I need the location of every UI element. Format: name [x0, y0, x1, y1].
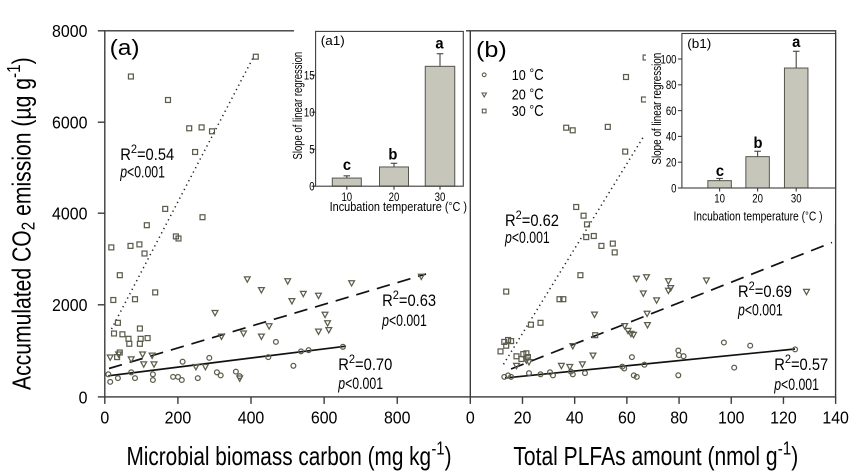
svg-text:p<0.001: p<0.001 — [381, 312, 427, 330]
svg-text:40: 40 — [566, 408, 584, 428]
svg-text:6000: 6000 — [52, 113, 87, 133]
svg-text:Slope of linear regression: Slope of linear regression — [651, 53, 665, 165]
svg-text:10: 10 — [714, 193, 725, 206]
svg-text:80: 80 — [670, 408, 688, 428]
svg-text:20: 20 — [666, 157, 677, 170]
svg-text:20: 20 — [514, 408, 532, 428]
svg-text:p<0.001: p<0.001 — [773, 376, 819, 394]
svg-text:a: a — [792, 34, 801, 51]
svg-text:60: 60 — [618, 408, 636, 428]
svg-text:120: 120 — [770, 408, 797, 428]
svg-text:R2=0.63: R2=0.63 — [382, 289, 436, 311]
svg-text:100: 100 — [660, 53, 676, 66]
svg-text:b: b — [388, 146, 397, 163]
svg-text:c: c — [343, 157, 351, 174]
svg-text:60: 60 — [666, 105, 677, 118]
svg-text:p<0.001: p<0.001 — [737, 302, 783, 320]
svg-text:80: 80 — [666, 79, 677, 92]
svg-text:p<0.001: p<0.001 — [119, 164, 165, 182]
svg-text:100: 100 — [718, 408, 745, 428]
svg-text:(a): (a) — [110, 35, 140, 60]
svg-text:10: 10 — [304, 107, 315, 120]
svg-text:(b1): (b1) — [687, 36, 711, 51]
svg-text:Slope of linear regression: Slope of linear regression — [292, 52, 306, 160]
svg-text:8000: 8000 — [52, 21, 87, 41]
svg-text:(b): (b) — [476, 37, 507, 62]
svg-text:R2=0.62: R2=0.62 — [505, 209, 559, 231]
svg-text:20: 20 — [389, 191, 400, 204]
svg-text:0: 0 — [671, 182, 676, 195]
svg-text:200: 200 — [165, 408, 192, 428]
svg-text:40: 40 — [666, 131, 677, 144]
svg-text:10: 10 — [341, 191, 352, 204]
svg-text:30 °C: 30 °C — [512, 102, 544, 121]
svg-text:Incubation temperature (°C ): Incubation temperature (°C ) — [693, 209, 822, 223]
svg-text:10 °C: 10 °C — [512, 65, 544, 84]
svg-text:R2=0.54: R2=0.54 — [120, 143, 174, 165]
svg-text:(a1): (a1) — [321, 33, 345, 48]
svg-text:800: 800 — [384, 408, 411, 428]
svg-text:0: 0 — [309, 181, 314, 194]
svg-text:0: 0 — [466, 408, 475, 428]
svg-text:p<0.001: p<0.001 — [337, 375, 383, 393]
svg-text:Total PLFAs amount (nmol g-1): Total PLFAs amount (nmol g-1) — [513, 438, 798, 471]
svg-text:4000: 4000 — [52, 204, 87, 224]
svg-text:0: 0 — [79, 387, 88, 407]
svg-text:Accumulated CO2 emission (µg g: Accumulated CO2 emission (µg g-1) — [4, 57, 39, 390]
svg-text:600: 600 — [311, 408, 338, 428]
svg-text:20 °C: 20 °C — [512, 85, 544, 104]
svg-text:Incubation temperature (°C ): Incubation temperature (°C ) — [330, 199, 467, 214]
svg-text:Microbial biomass carbon (mg k: Microbial biomass carbon (mg kg-1) — [126, 438, 451, 470]
svg-text:R2=0.70: R2=0.70 — [338, 353, 392, 375]
svg-text:30: 30 — [435, 191, 446, 204]
svg-text:30: 30 — [791, 193, 802, 206]
svg-text:400: 400 — [238, 408, 265, 428]
svg-text:R2=0.57: R2=0.57 — [774, 353, 828, 375]
svg-text:p<0.001: p<0.001 — [504, 229, 550, 247]
svg-text:c: c — [716, 163, 724, 180]
svg-text:R2=0.69: R2=0.69 — [738, 280, 792, 302]
svg-text:2000: 2000 — [52, 295, 87, 315]
svg-text:5: 5 — [309, 144, 314, 157]
svg-text:a: a — [435, 35, 444, 52]
svg-text:b: b — [754, 135, 763, 152]
svg-text:15: 15 — [304, 70, 315, 83]
svg-text:140: 140 — [822, 408, 849, 428]
svg-text:0: 0 — [100, 408, 109, 428]
svg-text:20: 20 — [752, 193, 763, 206]
